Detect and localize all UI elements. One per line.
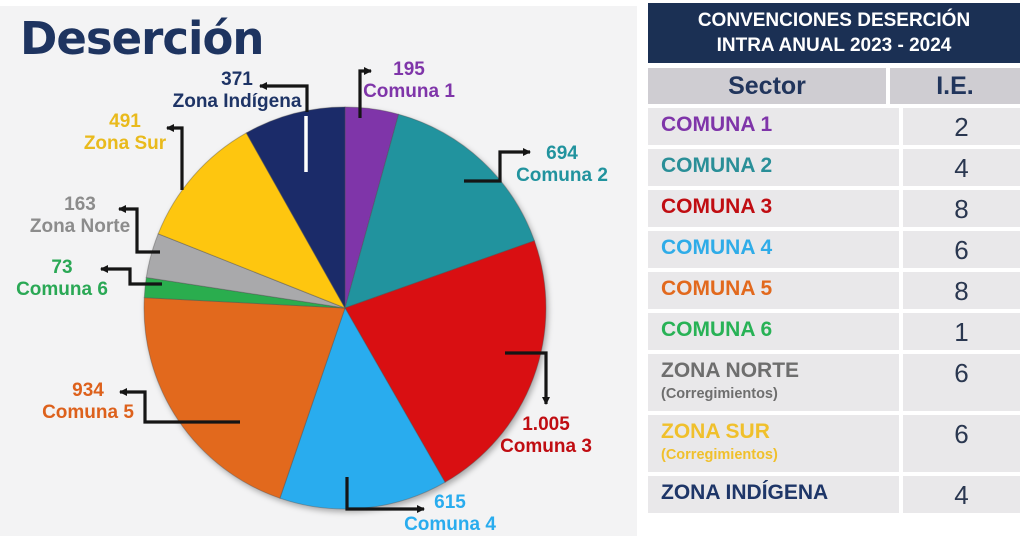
pie-slice-comuna3 — [344, 240, 547, 483]
legend-ie-value-comuna2: 4 — [899, 149, 1020, 186]
pie-label-name-comuna5: Comuna 5 — [42, 402, 134, 423]
pie-label-comuna6: 73 Comuna 6 — [16, 257, 108, 301]
legend-sector-name: COMUNA 5 — [661, 277, 773, 300]
top-margin — [0, 0, 1024, 6]
legend-sector-cell-comuna1: COMUNA 1 — [648, 108, 899, 145]
pie-label-name-comuna4: Comuna 4 — [404, 514, 496, 535]
legend-sector-subtitle: (Corregimientos) — [661, 447, 778, 463]
legend-sector-cell-comuna4: COMUNA 4 — [648, 231, 899, 268]
legend-row-zona_sur: ZONA SUR (Corregimientos) 6 — [648, 415, 1020, 472]
callout-arrow-zona_sur — [166, 124, 184, 190]
legend-ie-value-comuna4: 6 — [899, 231, 1020, 268]
pie-label-name-zona_indigena: Zona Indígena — [172, 91, 302, 112]
pie-label-value-zona_norte: 163 — [64, 194, 96, 215]
callout-arrow-zona_indigena — [259, 82, 309, 112]
pie-label-value-comuna4: 615 — [434, 492, 466, 513]
legend-ie-value-comuna1: 2 — [899, 108, 1020, 145]
legend-ie-value-zona_indigena: 4 — [899, 476, 1020, 513]
legend-sector-name: COMUNA 4 — [661, 236, 773, 259]
legend-sector-name: ZONA NORTE — [661, 359, 800, 382]
callout-arrow-comuna3 — [505, 351, 550, 405]
legend-ie-value-comuna5: 8 — [899, 272, 1020, 309]
legend-sector-cell-comuna5: COMUNA 5 — [648, 272, 899, 309]
column-header-ie: I.E. — [886, 68, 1020, 104]
legend-sector-name: ZONA INDÍGENA — [661, 481, 829, 504]
pie-slice-zona_norte — [145, 233, 346, 309]
legend-row-zona_norte: ZONA NORTE (Corregimientos) 6 — [648, 354, 1020, 411]
pie-label-value-comuna1: 195 — [393, 59, 425, 80]
callout-arrow-comuna2 — [464, 148, 531, 183]
legend-sector-name: COMUNA 3 — [661, 195, 773, 218]
pie-label-zona_norte: 163 Zona Norte — [30, 194, 130, 238]
pie-slice-zona_sur — [157, 132, 347, 309]
pie-label-name-comuna2: Comuna 2 — [516, 165, 608, 186]
legend-row-comuna4: COMUNA 4 6 — [648, 231, 1020, 268]
pie-label-value-comuna6: 73 — [51, 257, 73, 278]
legend-ie-value-comuna3: 8 — [899, 190, 1020, 227]
legend-sector-cell-zona_indigena: ZONA INDÍGENA — [648, 476, 899, 513]
pie-label-name-zona_norte: Zona Norte — [29, 216, 131, 237]
pie-label-value-zona_sur: 491 — [109, 111, 141, 132]
legend-row-comuna1: COMUNA 1 2 — [648, 108, 1020, 145]
pie-label-name-zona_sur: Zona Sur — [83, 133, 167, 154]
legend-row-comuna6: COMUNA 6 1 — [648, 313, 1020, 350]
legend-sector-cell-comuna3: COMUNA 3 — [648, 190, 899, 227]
legend-table: CONVENCIONES DESERCIÓN INTRA ANUAL 2023 … — [648, 3, 1020, 517]
callout-arrow-comuna5 — [119, 388, 240, 424]
pie-slice-comuna1 — [344, 106, 400, 309]
legend-ie-value-comuna6: 1 — [899, 313, 1020, 350]
legend-row-comuna5: COMUNA 5 8 — [648, 272, 1020, 309]
legend-title-line1: CONVENCIONES DESERCIÓN — [697, 10, 971, 31]
legend-sector-name: COMUNA 6 — [661, 318, 773, 341]
pie-label-comuna1: 195 Comuna 1 — [363, 59, 455, 103]
legend-table-title: CONVENCIONES DESERCIÓN INTRA ANUAL 2023 … — [648, 3, 1020, 63]
legend-ie-value-zona_sur: 6 — [899, 415, 1020, 472]
legend-column-headers: Sector I.E. — [648, 68, 1020, 104]
pie-label-zona_sur: 491 Zona Sur — [84, 111, 166, 155]
pie-label-value-comuna5: 934 — [72, 380, 104, 401]
pie-label-name-comuna1: Comuna 1 — [363, 81, 455, 102]
pie-label-comuna3: 1.005 Comuna 3 — [500, 414, 592, 458]
legend-sector-cell-zona_sur: ZONA SUR (Corregimientos) — [648, 415, 899, 472]
legend-sector-name: COMUNA 1 — [661, 113, 773, 136]
pie-slice-comuna6 — [143, 276, 346, 309]
column-header-sector: Sector — [728, 71, 806, 100]
legend-sector-cell-zona_norte: ZONA NORTE (Corregimientos) — [648, 354, 899, 411]
legend-ie-value-zona_norte: 6 — [899, 354, 1020, 411]
legend-sector-name: ZONA SUR — [661, 420, 770, 443]
pie-chart-area: Deserción 195 Comuna 1 694 Comuna 2 1.005 Com… — [16, 12, 608, 536]
pie-label-value-zona_indigena: 371 — [221, 69, 253, 90]
legend-panel: CONVENCIONES DESERCIÓN INTRA ANUAL 2023 … — [637, 0, 1024, 536]
pie-label-value-comuna2: 694 — [546, 143, 578, 164]
legend-sector-cell-comuna2: COMUNA 2 — [648, 149, 899, 186]
pie-label-value-comuna3: 1.005 — [522, 414, 570, 435]
pie-label-comuna2: 694 Comuna 2 — [516, 143, 608, 187]
callout-arrow-zona_norte — [118, 205, 160, 254]
pie-label-comuna4: 615 Comuna 4 — [404, 492, 496, 536]
desertion-pie-chart — [100, 67, 550, 513]
pie-label-zona_indigena: 371 Zona Indígena — [173, 69, 302, 113]
pie-slice-comuna2 — [344, 113, 536, 309]
legend-sector-subtitle: (Corregimientos) — [661, 386, 778, 402]
callout-arrow-comuna1 — [358, 67, 372, 118]
pie-label-comuna5: 934 Comuna 5 — [42, 380, 134, 424]
legend-row-zona_indigena: ZONA INDÍGENA 4 — [648, 476, 1020, 513]
legend-sector-name: COMUNA 2 — [661, 154, 773, 177]
legend-sector-cell-comuna6: COMUNA 6 — [648, 313, 899, 350]
pie-slice-zona_indigena — [245, 106, 346, 310]
legend-row-comuna3: COMUNA 3 8 — [648, 190, 1020, 227]
page-title: Deserción — [20, 12, 264, 65]
pie-label-name-comuna6: Comuna 6 — [16, 279, 108, 300]
callout-arrow-comuna4 — [345, 477, 425, 513]
legend-row-comuna2: COMUNA 2 4 — [648, 149, 1020, 186]
legend-title-line2: INTRA ANUAL 2023 - 2024 — [716, 35, 952, 56]
pie-label-name-comuna3: Comuna 3 — [500, 436, 592, 457]
callout-arrow-comuna6 — [100, 265, 162, 286]
